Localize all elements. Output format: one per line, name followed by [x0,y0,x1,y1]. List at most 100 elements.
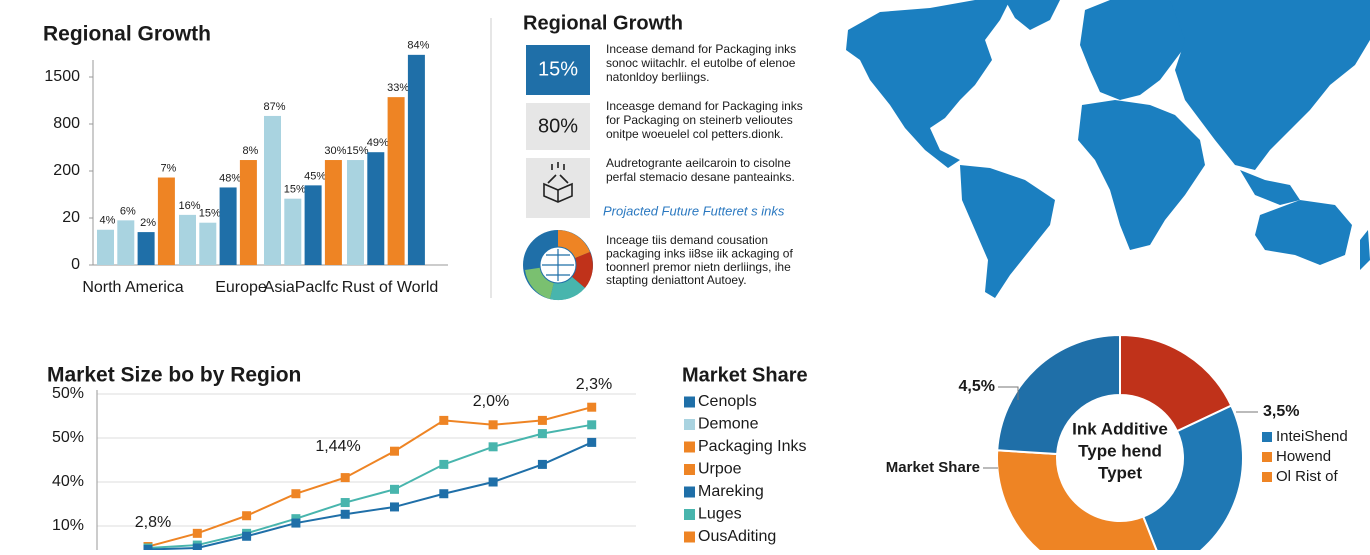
legend-swatch [684,441,695,453]
badge-box [526,45,590,95]
bar [407,54,425,265]
y-tick-label: 40% [52,473,84,490]
y-tick-label: 20 [62,209,80,226]
legend-swatch [684,531,695,543]
item-text: Inceage tiis demand cousation [606,233,768,247]
bar [239,160,257,265]
bar [219,187,237,265]
bar-label: 15% [199,208,221,220]
bar-label: 84% [407,40,429,52]
marker [340,498,350,508]
y-tick-label: 50% [52,429,84,446]
y-tick-label: 200 [53,162,80,179]
bar [199,222,217,265]
item-note: Projacted Future Futteret s inks [603,203,785,218]
marker [192,528,202,538]
donut-slice [996,333,1121,456]
y-tick-label: 50% [52,385,84,402]
world-map [846,0,1370,298]
legend-label: InteiShend [1276,428,1348,445]
item-text: stapting deniattont Autoey. [606,273,747,287]
legend-swatch [1262,472,1272,482]
marker [537,429,547,439]
bar-label: 49% [367,137,389,149]
annotation: Market Share [886,459,980,476]
legend-swatch [1262,432,1272,442]
bar [304,185,322,265]
item-text: perfal stemacio desane panteainks. [606,170,795,184]
marker [587,420,597,430]
x-tick-label: Europe [215,279,267,296]
legend-swatch [684,464,695,475]
bar-label: 4% [100,215,116,227]
marker [291,518,301,528]
legend-label: OusAditing [698,528,776,545]
donut-slice [1141,404,1244,555]
bar-label: 33% [387,82,409,94]
annotation: 3,5% [1263,403,1299,420]
center-label: Typet [1098,463,1142,482]
item-text: Audretogrante aeilcaroin to cisolne [606,156,791,170]
bar [387,97,405,266]
annotation: 2,0% [473,393,509,410]
bar-label: 7% [160,162,176,174]
bar-label: 15% [346,145,368,157]
marker [537,415,547,425]
bar [324,160,342,265]
bar-label: 48% [219,172,241,184]
marker [390,484,399,494]
marker [340,509,350,519]
chart-layer: 0 20 200 800 1500 North America 4% 6% 2% 7% Europe… [44,40,1348,555]
legend-label: Demone [698,416,759,433]
bar [179,214,196,265]
badge: 80% [538,115,578,137]
legend-swatch [684,419,695,430]
legend-label: Mareking [698,483,764,500]
bar-label: 87% [263,101,285,113]
marker [587,437,597,447]
bar-title: Regional Growth [43,23,211,46]
globe-icon [523,230,593,301]
line [147,441,593,550]
donut-slice [996,449,1160,555]
bar [137,232,155,265]
marker [340,473,350,483]
legend-swatch [1262,452,1272,462]
marker [439,489,449,499]
bar [157,177,175,265]
line-title: Market Size bo by Region [47,364,301,387]
legend-label: Urpoe [698,461,742,478]
bar-label: 30% [324,145,346,157]
legend-title: Market Share [682,364,808,386]
item-text: sonoc wiitachlr. el eutolbe of elenoe [606,56,796,70]
item-text: toonnerl premor nietn derliings, ihe [606,260,791,274]
item-text: for Packaging on steinerb velioutes [606,113,793,127]
bar [347,160,364,265]
marker [192,543,202,550]
marker [488,477,498,487]
bar [264,115,281,265]
leader-line [998,386,1019,400]
line [147,423,592,549]
item-text: Inceasge demand for Packaging inks [606,99,803,113]
marker [390,502,399,512]
annotation: 2,3% [576,376,612,393]
y-tick-label: 1500 [44,68,80,85]
bar-label: 15% [284,184,306,196]
donut-slice [1119,333,1233,433]
bar [117,220,135,265]
marker [143,544,153,550]
marker [390,446,399,456]
bar-label: 16% [178,200,200,212]
book-icon [543,162,573,203]
bar [367,152,385,265]
marker [488,442,498,452]
x-tick-label: Rust of World [342,279,439,296]
annotation: 4,5% [959,378,995,395]
legend-swatch [684,486,695,498]
badge-box [526,103,590,150]
item-text: Incease demand for Packaging inks [606,42,796,56]
annotation: 2,8% [135,514,171,531]
